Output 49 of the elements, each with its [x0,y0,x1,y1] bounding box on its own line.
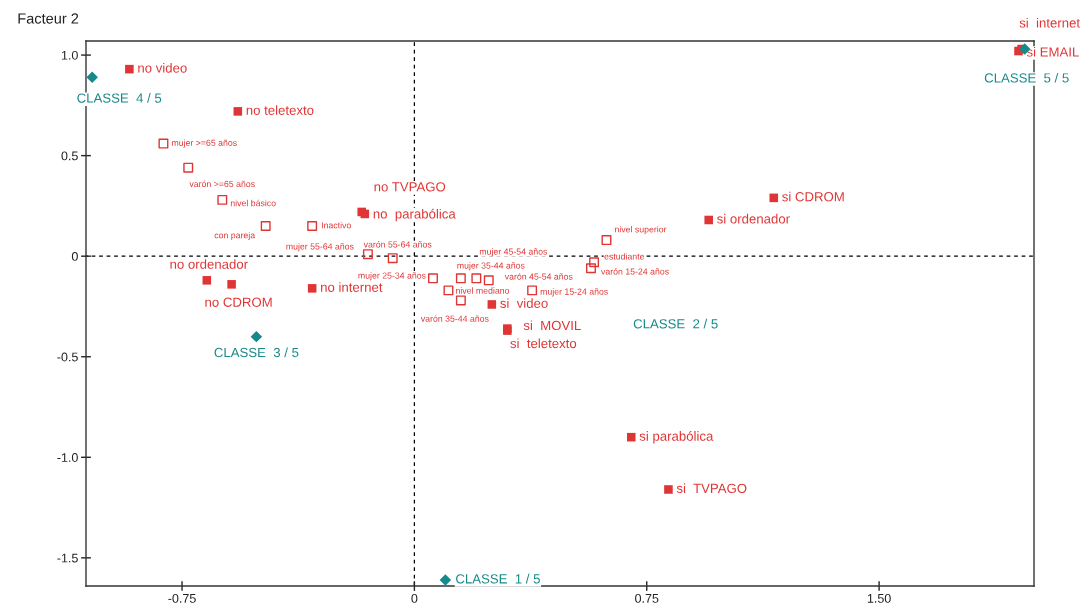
data-label: mujer 45-54 años [479,248,548,257]
data-label: CLASSE 4 / 5 [77,93,162,103]
data-label: si CDROM [782,191,844,202]
data-label: no ordenador [170,259,248,269]
data-label: si EMAIL [1026,46,1079,57]
x-tick-label: -0.75 [168,593,196,603]
data-label: no internet [321,282,383,292]
data-label: nivel mediano [456,287,510,294]
x-tick-label: 0 [411,593,418,603]
data-label: no CDROM [205,297,272,307]
y-tick-label: -1.0 [57,453,78,462]
data-label: CLASSE 5 / 5 [984,72,1069,83]
data-label: mujer 55-64 años [286,243,354,252]
data-label: con pareja [214,231,256,241]
data-label: varón >=65 años [189,180,255,188]
data-label: Inactivo [321,221,351,229]
data-label: si internet [1019,17,1080,28]
data-label: no TVPAGO [374,182,446,192]
y-tick-label: 0 [71,251,78,261]
data-label: varón 35-44 años [420,315,489,322]
data-label: mujer 25-34 años [358,272,426,281]
data-label: si MOVIL [523,320,581,331]
data-label: no teletexto [246,105,314,115]
data-label: si ordenador [717,213,790,224]
data-label: nivel básico [230,199,276,207]
data-label: si TVPAGO [676,483,747,494]
data-label: no parabólica [373,208,456,222]
data-label: mujer >=65 años [172,139,237,148]
data-label: si teletexto [510,338,577,349]
x-tick-label: 0.75 [635,593,659,603]
data-label: nivel superior [615,226,667,235]
x-tick-label: 1.50 [867,593,891,603]
y-axis-title: Facteur 2 [18,13,79,24]
y-tick-label: -1.5 [57,553,78,563]
y-tick-label: 1.0 [61,50,78,60]
data-label: mujer 15-24 años [540,288,608,297]
data-label: si video [500,298,548,308]
data-label: si parabólica [639,430,714,444]
annotation: CLASSE 2 / 5 [633,318,718,329]
data-label: mujer 35-44 años [457,262,525,271]
data-label: varón 45-54 años [504,273,573,280]
data-label: varón 55-64 años [363,241,432,248]
data-label: CLASSE 1 / 5 [456,573,540,584]
data-label: estudiante [604,253,645,260]
y-tick-label: 0.5 [61,151,78,161]
y-tick-label: -0.5 [57,352,78,362]
data-label: CLASSE 3 / 5 [214,347,299,358]
data-label: no video [138,63,187,73]
data-label: varón 15-24 años [601,268,669,275]
